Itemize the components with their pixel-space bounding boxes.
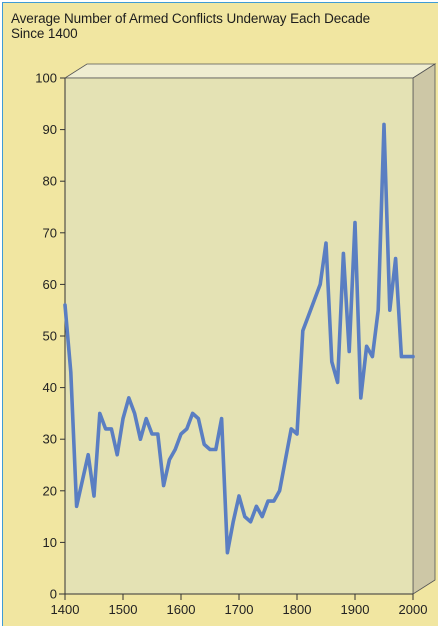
y-tick-label: 70 bbox=[43, 225, 57, 240]
plot-side-face bbox=[412, 63, 436, 595]
y-tick-label: 0 bbox=[50, 587, 57, 602]
x-tick-label: 1500 bbox=[109, 602, 138, 617]
y-tick-label: 20 bbox=[43, 483, 57, 498]
x-tick-label: 1900 bbox=[341, 602, 370, 617]
y-tick-label: 100 bbox=[35, 71, 57, 86]
x-tick-label: 2000 bbox=[399, 602, 428, 617]
x-axis-ticks: 1400 1500 1600 1700 1800 1900 2000 bbox=[51, 594, 428, 617]
y-tick-label: 90 bbox=[43, 122, 57, 137]
y-axis-ticks: 0 10 20 30 40 50 60 70 80 90 100 bbox=[35, 71, 65, 602]
chart-title: Average Number of Armed Conflicts Underw… bbox=[11, 11, 431, 41]
x-tick-label: 1700 bbox=[225, 602, 254, 617]
y-tick-label: 40 bbox=[43, 380, 57, 395]
y-tick-label: 80 bbox=[43, 174, 57, 189]
series-line bbox=[63, 122, 415, 555]
x-tick-label: 1800 bbox=[283, 602, 312, 617]
x-tick-label: 1400 bbox=[51, 602, 80, 617]
chart-title-line-2: Since 1400 bbox=[11, 26, 78, 41]
y-tick-label: 10 bbox=[43, 535, 57, 550]
y-tick-label: 30 bbox=[43, 432, 57, 447]
x-tick-label: 1600 bbox=[167, 602, 196, 617]
y-tick-label: 50 bbox=[43, 329, 57, 344]
chart-title-line-1: Average Number of Armed Conflicts Underw… bbox=[11, 11, 371, 26]
plot-top-face bbox=[63, 63, 437, 79]
y-tick-label: 60 bbox=[43, 277, 57, 292]
plot-area bbox=[64, 77, 414, 595]
